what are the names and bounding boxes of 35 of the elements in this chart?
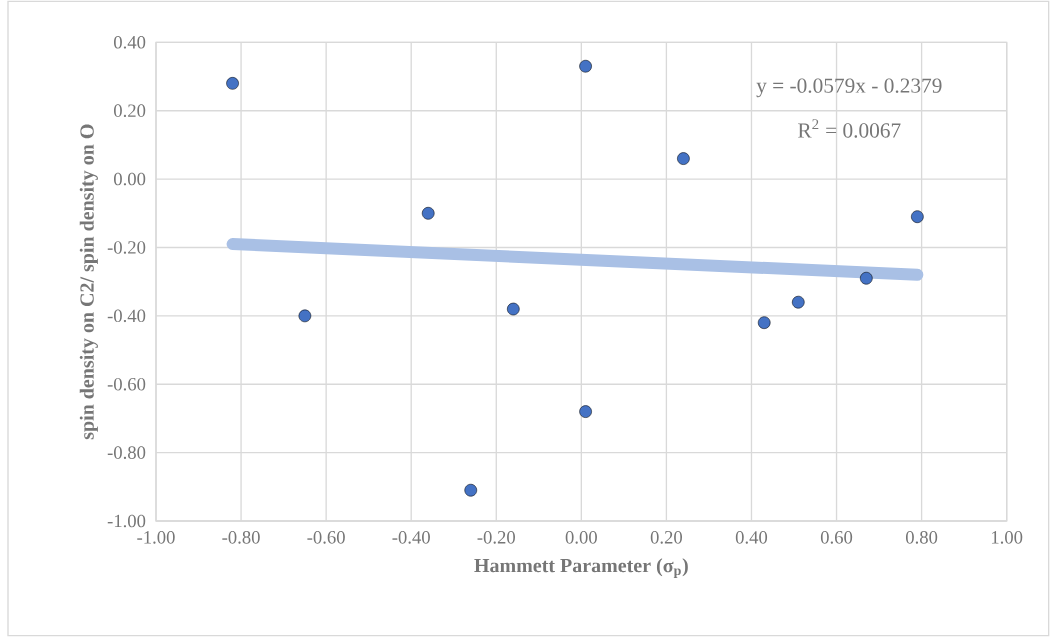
- y-tick-label: -0.40: [107, 309, 146, 323]
- point: [579, 405, 592, 418]
- point: [507, 302, 520, 316]
- point: [791, 295, 805, 309]
- x-tick-label: 0.00: [565, 531, 597, 544]
- point: [464, 483, 478, 497]
- point: [860, 271, 873, 285]
- point: [579, 60, 592, 73]
- x-tick-label: 0.60: [820, 531, 853, 544]
- x-tick-label: 0.80: [905, 531, 938, 544]
- y-tick-label: -0.20: [107, 241, 146, 254]
- y-tick-label: 0.20: [114, 104, 146, 118]
- x-tick-label: -0.60: [307, 531, 345, 544]
- x-tick-label: 0.20: [650, 531, 683, 544]
- x-axis-title: Hammett Parameter (σ$_{p}$): [474, 558, 688, 578]
- annotation: R$^{2}$ = 0.0067: [798, 119, 901, 138]
- point: [757, 316, 771, 329]
- y-axis-title: spin density on C2/ spin density on O: [79, 124, 98, 440]
- y-tick-label: -1.00: [107, 514, 146, 528]
- y-tick-label: -0.60: [107, 377, 146, 391]
- point: [421, 207, 435, 220]
- point: [677, 152, 690, 165]
- y-tick-label: 0.00: [114, 172, 146, 186]
- y-tick-label: 0.40: [114, 35, 146, 49]
- x-tick-label: -1.00: [137, 531, 175, 544]
- point: [911, 210, 924, 223]
- point: [298, 309, 312, 323]
- annotation: y = -0.0579x - 0.2379: [756, 78, 942, 98]
- y-tick-label: -0.80: [107, 446, 146, 459]
- point: [226, 77, 239, 90]
- x-tick-label: 0.40: [735, 531, 768, 544]
- x-tick-label: -0.20: [477, 531, 515, 544]
- x-tick-label: -0.80: [222, 531, 260, 544]
- x-tick-label: 1.00: [991, 531, 1023, 544]
- x-tick-label: -0.40: [392, 531, 430, 544]
